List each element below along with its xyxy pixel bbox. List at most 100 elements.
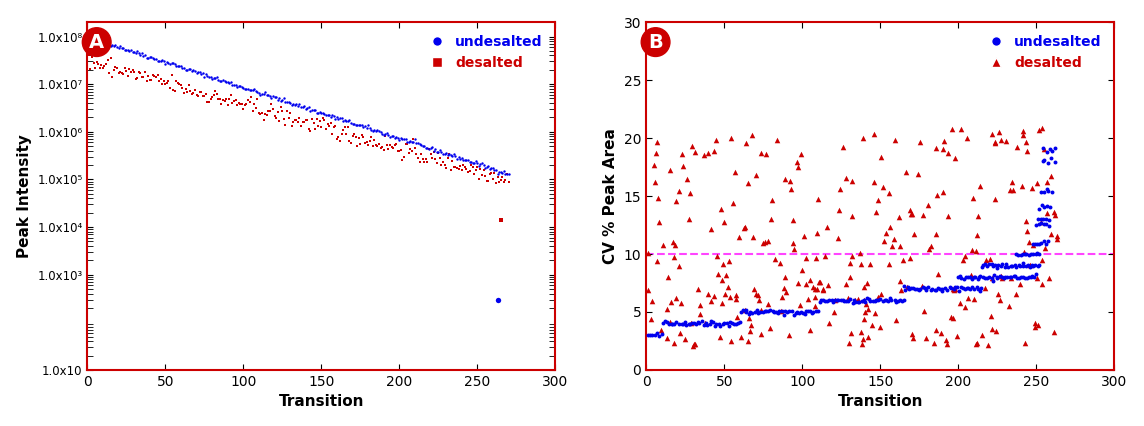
Point <box>301 127 319 134</box>
Point <box>1040 216 1058 223</box>
Point <box>279 99 297 106</box>
Point <box>782 186 801 193</box>
Point <box>462 159 480 166</box>
Point <box>116 65 134 72</box>
Point <box>189 93 207 100</box>
Point <box>1016 274 1034 281</box>
Point <box>966 285 984 292</box>
Point <box>890 214 908 221</box>
Point <box>865 131 883 138</box>
Point <box>119 72 137 79</box>
Point <box>334 127 352 133</box>
Point <box>455 164 474 171</box>
Point <box>423 143 442 150</box>
Point <box>850 250 868 256</box>
Point <box>808 230 826 237</box>
Point <box>799 307 817 314</box>
Point <box>893 298 912 305</box>
Point <box>412 141 430 148</box>
Point <box>903 330 921 337</box>
Point <box>875 237 893 244</box>
Point <box>480 165 499 172</box>
Point <box>421 145 439 152</box>
Point <box>153 56 172 63</box>
Point <box>98 40 117 46</box>
Point <box>839 298 857 305</box>
Point <box>797 308 816 315</box>
Point <box>1016 340 1034 347</box>
Point <box>992 273 1010 279</box>
Point <box>217 79 236 86</box>
Point <box>356 140 374 147</box>
Point <box>167 78 185 84</box>
Point <box>133 73 151 80</box>
Point <box>185 86 204 93</box>
Point <box>415 159 434 166</box>
Point <box>682 319 700 326</box>
Point <box>303 106 321 113</box>
Point <box>483 170 501 177</box>
Point <box>642 332 660 339</box>
Point <box>453 154 471 161</box>
Point <box>793 267 811 274</box>
Point <box>861 297 880 304</box>
Point <box>857 300 875 307</box>
Point <box>1026 240 1044 247</box>
Point <box>996 274 1015 281</box>
Point <box>1012 182 1031 189</box>
Point <box>450 166 468 173</box>
Point <box>168 63 186 70</box>
Point <box>858 295 876 302</box>
Point <box>1028 216 1047 223</box>
Point <box>860 260 879 267</box>
Point <box>773 293 792 300</box>
Point <box>980 255 999 262</box>
Point <box>660 320 678 327</box>
Point <box>145 73 164 80</box>
Point <box>1007 290 1025 297</box>
Point <box>709 270 728 277</box>
Point <box>764 309 782 316</box>
Point <box>1022 273 1040 280</box>
Point <box>496 171 515 178</box>
Point <box>181 87 199 94</box>
Point <box>374 131 392 138</box>
Point <box>206 75 224 81</box>
Point <box>304 106 323 113</box>
Point <box>841 296 859 302</box>
Point <box>164 86 182 93</box>
Point <box>754 308 772 315</box>
Point <box>678 175 697 182</box>
Point <box>648 139 666 146</box>
Point <box>836 281 855 288</box>
Point <box>880 261 898 268</box>
Point <box>127 75 145 82</box>
Point <box>151 58 169 64</box>
Point <box>178 67 197 74</box>
Point <box>257 92 276 99</box>
Point <box>1040 146 1058 153</box>
Point <box>1019 273 1038 280</box>
Point <box>323 131 341 138</box>
Point <box>1018 274 1036 281</box>
Point <box>1033 144 1051 151</box>
Point <box>222 91 240 98</box>
Point <box>294 119 312 126</box>
Point <box>745 286 763 293</box>
Point <box>858 334 876 340</box>
Point <box>443 158 461 164</box>
Point <box>645 331 664 338</box>
Point <box>154 58 173 64</box>
Point <box>144 71 162 78</box>
Point <box>335 116 353 123</box>
Point <box>146 74 165 81</box>
Point <box>384 145 403 152</box>
Point <box>416 144 435 151</box>
Point <box>357 138 375 145</box>
Point <box>726 291 745 298</box>
Point <box>642 316 660 323</box>
Point <box>453 167 471 173</box>
Point <box>1024 263 1042 270</box>
Point <box>399 139 418 146</box>
Point <box>1004 273 1023 280</box>
